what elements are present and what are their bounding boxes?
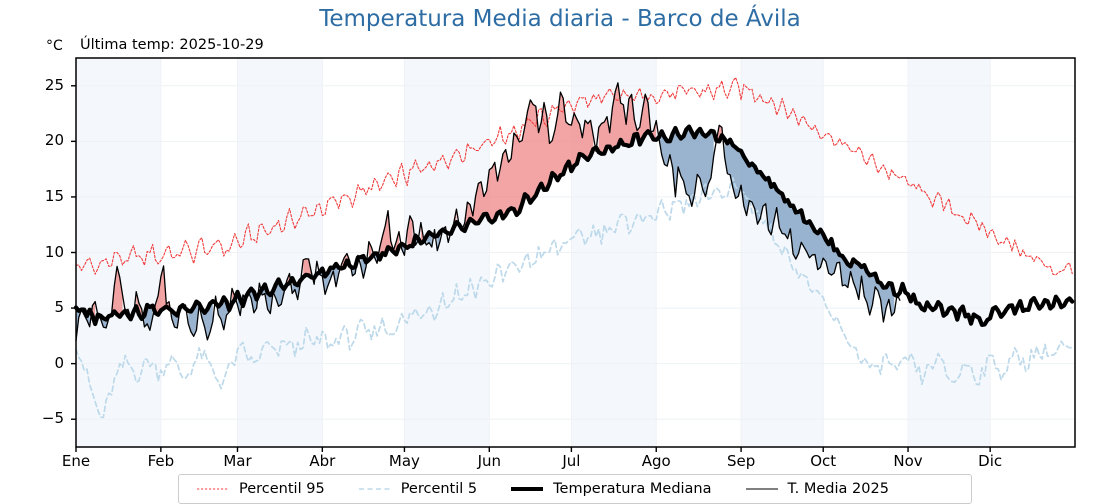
chart-legend: Percentil 95 Percentil 5 Temperatura Media… — [178, 474, 972, 504]
x-tick-label: Ago — [641, 452, 671, 470]
x-tick-label: Nov — [893, 452, 923, 470]
y-axis-unit-label: °C — [46, 38, 63, 54]
fill-above-median — [464, 92, 594, 232]
x-tick-label: Feb — [147, 452, 175, 470]
legend-item-label: Percentil 5 — [400, 481, 478, 497]
x-tick-label: Dic — [978, 452, 1003, 470]
legend-swatch-icon — [195, 483, 231, 495]
legend-swatch-icon — [509, 483, 545, 495]
fill-above-median — [379, 210, 399, 260]
legend-item[interactable]: T. Media 2025 — [744, 481, 915, 497]
fill-below-median — [658, 126, 714, 207]
tick-marks — [71, 85, 991, 452]
legend-item-label: Percentil 95 — [239, 481, 325, 497]
y-tick-label: 5 — [54, 298, 64, 317]
y-tick-label: 15 — [44, 186, 64, 205]
x-tick-label: Abr — [309, 452, 336, 470]
legend-item-label: T. Media 2025 — [787, 481, 889, 497]
y-tick-label: −5 — [41, 409, 64, 428]
legend-swatch-icon — [744, 483, 780, 495]
legend-item[interactable]: Percentil 5 — [357, 481, 503, 497]
page-title: Temperatura Media diaria - Barco de Ávil… — [319, 6, 801, 32]
x-tick-label: May — [388, 452, 420, 470]
series-t-media-2025 — [75, 82, 901, 342]
series-percentil-5 — [75, 176, 1074, 419]
y-tick-label: 0 — [54, 353, 64, 372]
legend-item[interactable]: Percentil 95 — [195, 481, 351, 497]
legend-swatch-icon — [357, 483, 393, 495]
legend-item-label: Temperatura Mediana — [553, 481, 712, 497]
y-tick-label: 10 — [44, 242, 64, 261]
y-tick-label: 20 — [44, 131, 64, 150]
x-tick-label: Oct — [810, 452, 837, 470]
legend-item[interactable]: Temperatura Mediana — [509, 481, 737, 497]
x-tick-label: Sep — [726, 452, 756, 470]
series-lines — [73, 77, 1075, 419]
x-tick-label: Jun — [477, 452, 501, 470]
last-temp-label: Última temp: 2025-10-29 — [80, 37, 264, 53]
x-tick-label: Ene — [61, 452, 91, 470]
y-tick-label: 25 — [44, 75, 64, 94]
x-tick-label: Jul — [562, 452, 581, 470]
x-tick-label: Mar — [223, 452, 252, 470]
